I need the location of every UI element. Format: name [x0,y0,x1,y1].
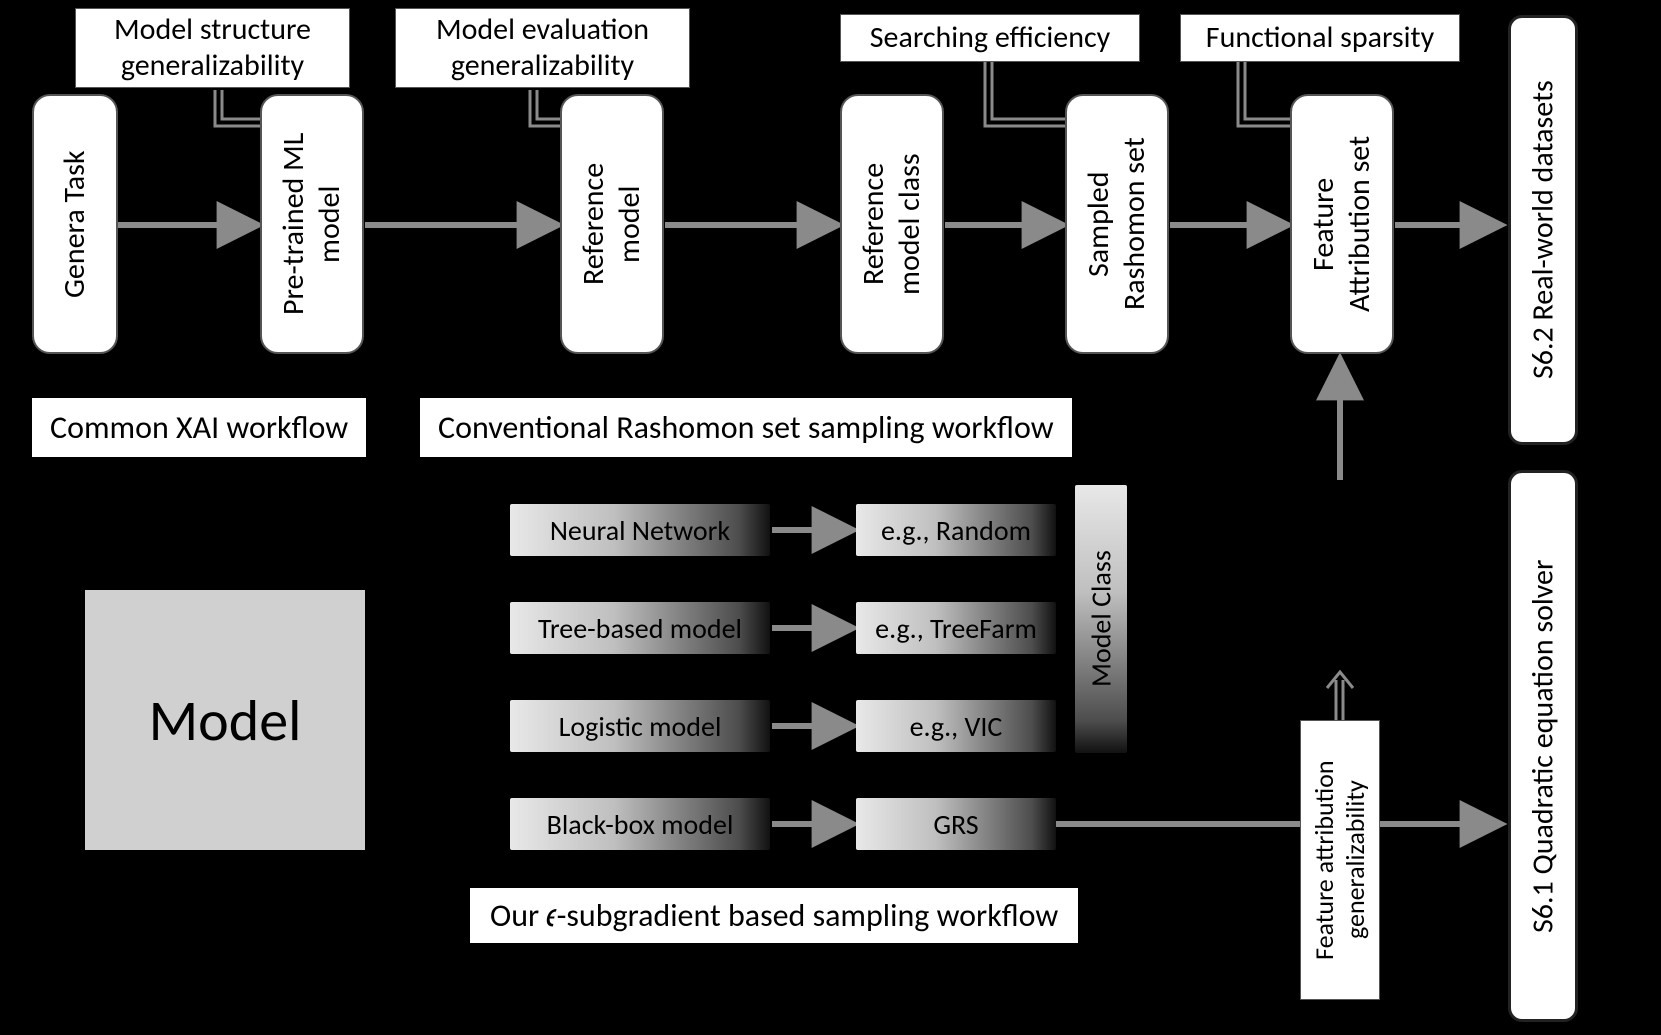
model-placeholder-box: Model [85,590,365,850]
section-conventional-rashomon: Conventional Rashomon set sampling workf… [420,398,1072,457]
node-genera-task: Genera Task [32,94,118,354]
note-model-structure: Model structuregeneralizability [75,8,350,88]
gbox-grs: GRS [856,798,1056,850]
gbox-model-class: Model Class [1075,485,1127,753]
gbox-vic: e.g., VIC [856,700,1056,752]
note-functional-sparsity: Functional sparsity [1180,14,1460,62]
label-s62-realworld: S6.2 Real-world datasets [1508,15,1578,445]
gbox-neural-network: Neural Network [510,504,770,556]
section-our-subgradient: Our 𝜖-subgradient based sampling workflo… [470,888,1078,943]
gbox-tree-based: Tree-based model [510,602,770,654]
gbox-treefarm: e.g., TreeFarm [856,602,1056,654]
gbox-random: e.g., Random [856,504,1056,556]
label-s61-quadratic: S6.1 Quadratic equation solver [1508,470,1578,1022]
node-feature-attribution: FeatureAttribution set [1290,94,1394,354]
gbox-logistic: Logistic model [510,700,770,752]
gbox-blackbox: Black-box model [510,798,770,850]
note-searching-efficiency: Searching efficiency [840,14,1140,62]
section-common-xai: Common XAI workflow [32,398,366,457]
note-feature-attribution-gen: Feature attributiongeneralizability [1300,720,1380,1000]
node-reference-model-class: Referencemodel class [840,94,944,354]
note-model-evaluation: Model evaluationgeneralizability [395,8,690,88]
arrows-layer [0,0,1661,1035]
node-pretrained-ml: Pre-trained MLmodel [260,94,364,354]
node-sampled-rashomon: SampledRashomon set [1065,94,1169,354]
node-reference-model: Referencemodel [560,94,664,354]
